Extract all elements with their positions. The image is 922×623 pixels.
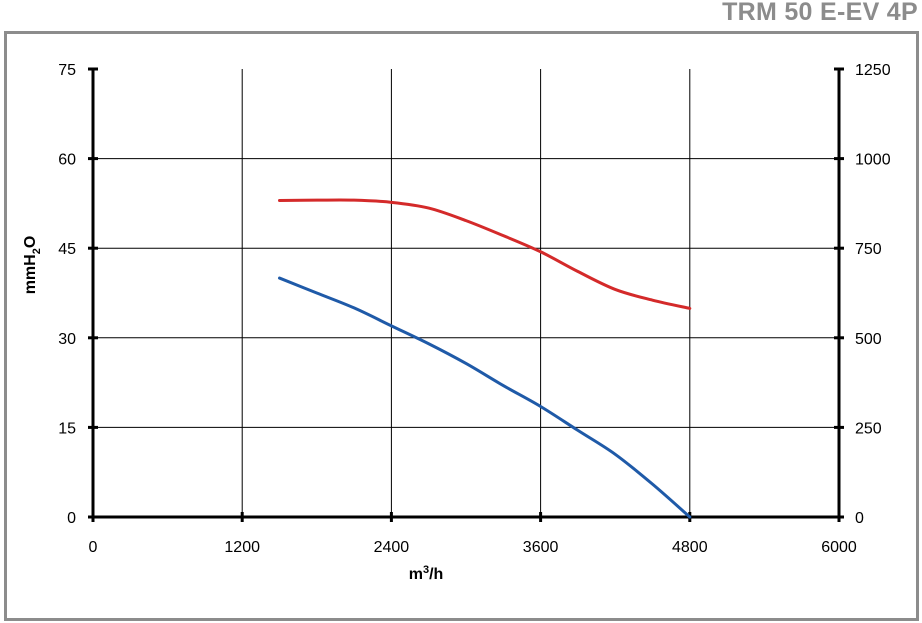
y-left-tick-label: 0 [67, 510, 76, 527]
y-axis-label: mmH2O [22, 236, 43, 295]
y-right-tick-label: 0 [855, 510, 864, 527]
x-tick-label: 0 [89, 539, 98, 556]
model-title: TRM 50 E-EV 4P [722, 0, 918, 26]
y-left-tick-label: 30 [58, 331, 76, 348]
y-right-tick-label: 1250 [855, 62, 891, 79]
x-tick-label: 3600 [523, 539, 559, 556]
series-line-right-axis [278, 198, 692, 310]
axes [88, 67, 844, 522]
grid [93, 69, 839, 517]
y-left-tick-label: 45 [58, 241, 76, 258]
y-right-tick-label: 1000 [855, 152, 891, 169]
chart-frame: 0 1200 2400 3600 4800 6000 0 0 15 250 30 500 45 750 60… [4, 31, 919, 621]
y-left-tick-label: 15 [58, 420, 76, 437]
x-axis-label: m3/h [409, 564, 444, 583]
series-line-left-axis [278, 276, 692, 519]
axis-labels: m3/h mmH2O [22, 236, 443, 583]
y-right-tick-label: 750 [855, 241, 882, 258]
y-right-tick-label: 250 [855, 420, 882, 437]
x-tick-label: 6000 [821, 539, 857, 556]
x-tick-label: 2400 [374, 539, 410, 556]
y-left-tick-label: 75 [58, 62, 76, 79]
y-right-tick-label: 500 [855, 331, 882, 348]
x-tick-label: 1200 [224, 539, 260, 556]
x-tick-label: 4800 [672, 539, 708, 556]
y-left-tick-label: 60 [58, 152, 76, 169]
series [278, 198, 692, 519]
